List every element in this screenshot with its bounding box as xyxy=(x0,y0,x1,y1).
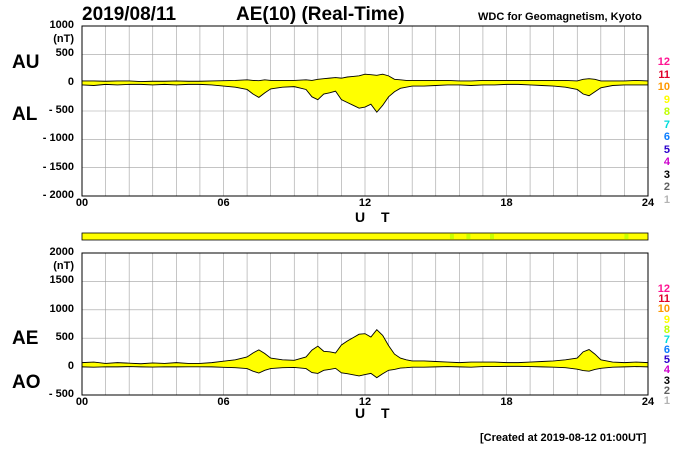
source-label: WDC for Geomagnetism, Kyoto xyxy=(478,11,642,23)
date-title: 2019/08/11 xyxy=(82,4,177,25)
bottom-legend-10: 10 xyxy=(657,303,670,316)
bottom-xtick-label: 12 xyxy=(358,396,372,408)
ao-label: AO xyxy=(12,372,41,393)
top-legend-5: 5 xyxy=(663,143,670,156)
bottom-xtick-label: 24 xyxy=(641,396,655,408)
station-status-strip xyxy=(81,232,649,241)
top-ytick-label: 1000 xyxy=(49,19,74,31)
station-status-segment xyxy=(624,234,629,239)
bottom-ytick-label: 1000 xyxy=(49,302,74,315)
top-legend-9: 9 xyxy=(663,93,670,106)
top-area-fill xyxy=(82,74,648,113)
bottom-legend-5: 5 xyxy=(663,354,670,367)
ae-label: AE xyxy=(12,328,39,349)
bottom-legend-11: 11 xyxy=(658,293,670,306)
top-ytick-label: - 2000 xyxy=(42,189,74,201)
top-legend-1: 1 xyxy=(663,193,670,206)
bottom-ytick-label: - 500 xyxy=(48,388,74,400)
bottom-plot-frame xyxy=(81,252,649,396)
top-legend-11: 11 xyxy=(658,68,670,81)
created-timestamp: [Created at 2019-08-12 01:00UT] xyxy=(480,432,647,444)
top-ytick-label: - 1000 xyxy=(42,132,74,145)
top-series-au-line xyxy=(82,73,649,82)
station-status-segment xyxy=(489,234,494,239)
au-label: AU xyxy=(12,52,40,73)
top-xaxis-label: U T xyxy=(355,209,396,225)
top-legend-6: 6 xyxy=(663,131,670,143)
bottom-ytick-label: 0 xyxy=(67,359,74,372)
bottom-xtick-label: 00 xyxy=(75,396,89,408)
bottom-legend-8: 8 xyxy=(663,323,670,336)
bottom-xtick-label: 06 xyxy=(217,396,230,408)
bottom-legend-12: 12 xyxy=(657,283,670,295)
bottom-unit-label: (nT) xyxy=(53,260,74,272)
top-xtick-label: 06 xyxy=(217,197,230,209)
top-legend-3: 3 xyxy=(663,168,670,181)
bottom-series-ae-line xyxy=(81,329,649,365)
top-legend-12: 12 xyxy=(657,56,670,68)
top-xtick-label: 12 xyxy=(358,197,372,209)
top-legend-8: 8 xyxy=(663,106,670,118)
al-label: AL xyxy=(12,104,38,125)
bottom-legend-4: 4 xyxy=(663,364,670,377)
bottom-ytick-label: 500 xyxy=(55,331,74,344)
bottom-area-fill xyxy=(82,329,648,378)
station-status-segment xyxy=(466,234,471,239)
top-xtick-label: 00 xyxy=(75,197,89,209)
top-unit-label: (nT) xyxy=(53,33,74,45)
bottom-legend-3: 3 xyxy=(663,374,670,387)
top-xtick-label: 24 xyxy=(641,197,655,209)
top-xtick-label: 18 xyxy=(500,197,513,209)
bottom-legend-6: 6 xyxy=(663,344,670,356)
bottom-series-ao-line xyxy=(81,365,649,379)
bottom-xaxis-label: U T xyxy=(355,405,396,421)
top-ytick-label: - 1500 xyxy=(42,160,74,173)
top-ytick-label: 500 xyxy=(55,47,74,60)
index-title: AE(10) (Real-Time) xyxy=(236,4,405,25)
top-ytick-label: - 500 xyxy=(48,104,74,116)
top-legend-2: 2 xyxy=(663,181,670,193)
top-legend-10: 10 xyxy=(657,81,670,93)
top-ytick-label: 0 xyxy=(67,75,74,88)
station-status-segment xyxy=(449,234,454,239)
bottom-ytick-label: 1500 xyxy=(49,274,74,287)
bottom-legend-1: 1 xyxy=(663,394,670,407)
bottom-xtick-label: 18 xyxy=(500,396,513,408)
bottom-legend-7: 7 xyxy=(663,333,670,346)
top-legend-7: 7 xyxy=(663,118,670,131)
bottom-legend-9: 9 xyxy=(663,313,670,326)
bottom-legend-2: 2 xyxy=(663,384,670,397)
top-plot-frame xyxy=(81,25,649,197)
bottom-ytick-label: 2000 xyxy=(49,246,74,258)
top-legend-4: 4 xyxy=(663,156,670,168)
top-series-al-line xyxy=(81,83,648,113)
